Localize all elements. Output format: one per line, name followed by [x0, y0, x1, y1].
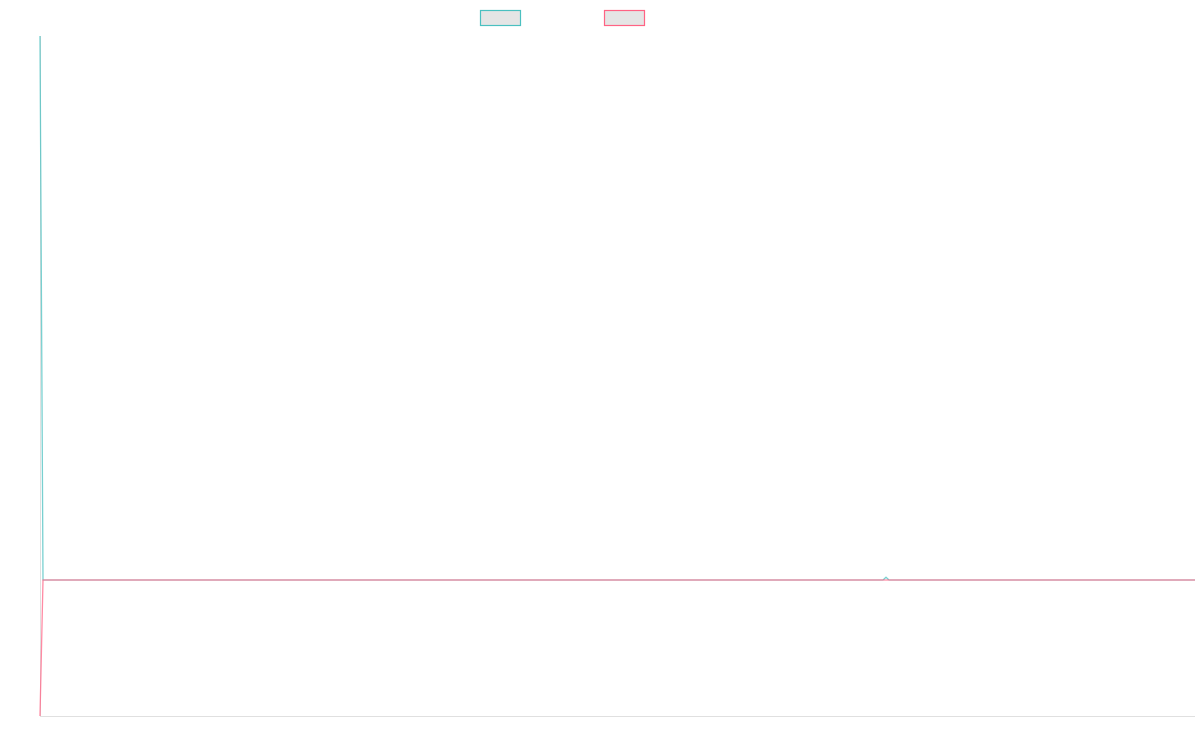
series-line-1: [39, 35, 1195, 581]
series-line-2: [39, 579, 1195, 717]
legend-swatch-1[interactable]: [479, 9, 522, 27]
legend-swatch-2[interactable]: [603, 9, 646, 27]
series-group: [39, 35, 1195, 717]
legend: [479, 9, 646, 27]
